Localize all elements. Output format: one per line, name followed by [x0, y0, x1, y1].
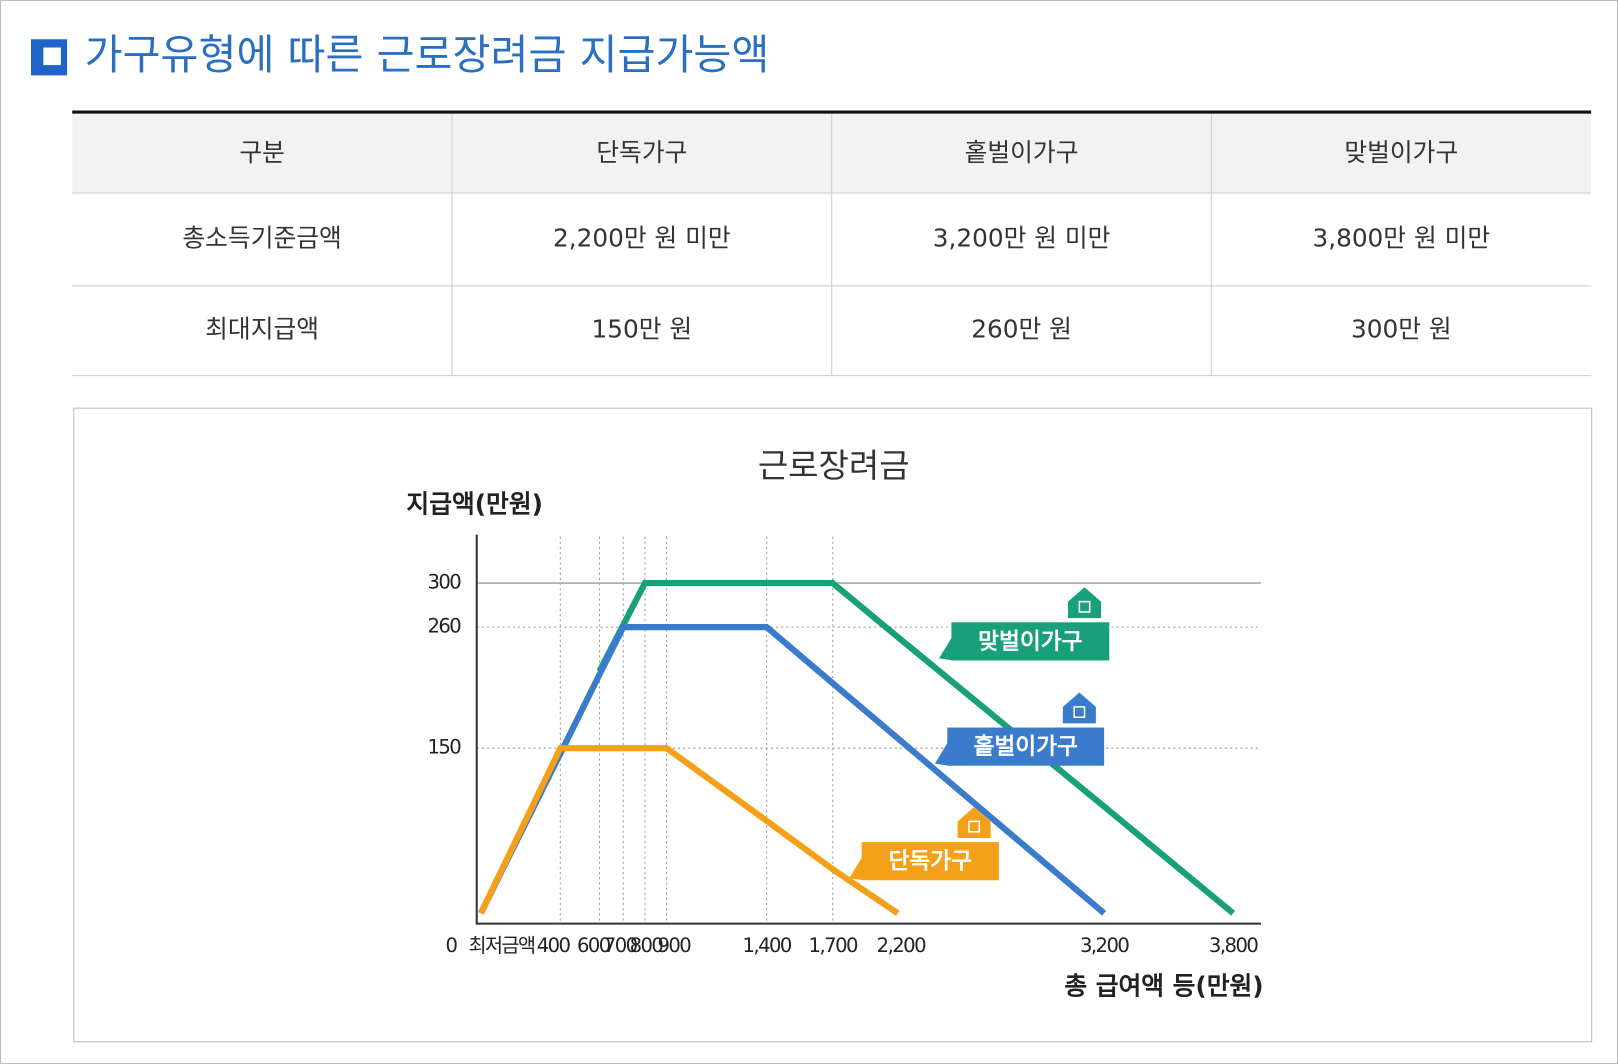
- y-tick-label: 150: [427, 736, 461, 759]
- x-tick-label: 3,200: [1080, 934, 1129, 957]
- table-cell: 3,200만 원 미만: [933, 223, 1111, 252]
- table-cell: 3,800만 원 미만: [1312, 223, 1490, 252]
- x-tick-label: 1,400: [743, 934, 792, 957]
- x-tick-label: 2,200: [877, 934, 926, 957]
- house-window: [1078, 600, 1091, 613]
- label-pointer: [939, 634, 954, 661]
- x-tick-label: 1,700: [809, 934, 858, 957]
- label-box: [861, 842, 999, 881]
- table-cell: 300만 원: [1351, 314, 1452, 343]
- table-cell: 150만 원: [592, 314, 693, 343]
- table-cell: 최대지급액: [205, 314, 319, 343]
- series-label: 단독가구: [888, 849, 972, 875]
- series-label: 홑벌이가구: [974, 734, 1078, 760]
- label-box: [947, 727, 1105, 766]
- table-header: 단독가구: [596, 138, 687, 167]
- label-pointer: [934, 739, 950, 766]
- table-header: 홑벌이가구: [965, 138, 1079, 167]
- table-header: 구분: [239, 138, 285, 167]
- label-box: [951, 622, 1110, 661]
- house-window: [1073, 706, 1086, 718]
- y-tick-label: 300: [427, 571, 461, 594]
- x-tick-label: 최저금액: [469, 934, 535, 957]
- x-tick-label: 0: [445, 934, 457, 957]
- x-tick-label: 400: [537, 934, 571, 957]
- label-pointer: [849, 854, 864, 881]
- table-cell: 260만 원: [971, 314, 1072, 343]
- heading-icon-inner: [43, 47, 61, 66]
- house-icon: [1068, 587, 1102, 619]
- table-cell: 총소득기준금액: [182, 223, 341, 252]
- table-cell: 2,200만 원 미만: [553, 223, 731, 252]
- x-tick-label: 600: [577, 934, 611, 957]
- table-header: 맞벌이가구: [1344, 138, 1458, 167]
- x-tick-label: 900: [657, 934, 691, 957]
- series-line: [478, 745, 900, 916]
- x-tick-label: 3,800: [1209, 934, 1258, 957]
- x-axis-label: 총 급여액 등(만원): [1064, 972, 1263, 1001]
- x-tick-label: 800: [630, 934, 664, 957]
- house-icon: [1062, 692, 1096, 724]
- x-tick-label: 700: [604, 934, 638, 957]
- y-tick-label: 260: [427, 615, 461, 638]
- series-label: 맞벌이가구: [978, 629, 1082, 655]
- chart-frame: [73, 407, 1593, 1043]
- chart-title: 근로장려금: [758, 446, 910, 485]
- y-axis-label: 지급액(만원): [406, 490, 542, 519]
- house-window: [968, 820, 981, 833]
- heading-title: 가구유형에 따른 근로장려금 지급가능액: [85, 31, 770, 79]
- house-icon: [957, 806, 991, 838]
